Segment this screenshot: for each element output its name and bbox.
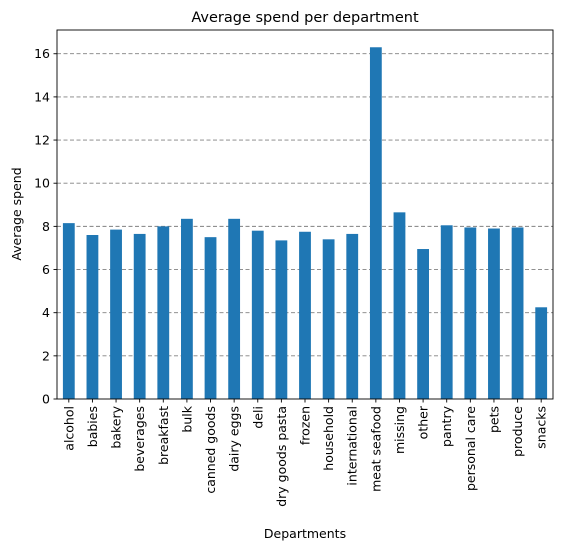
bar-deli	[251, 230, 264, 399]
bar-dry-goods-pasta	[275, 240, 288, 399]
x-tick-label: missing	[392, 406, 407, 454]
bar-meat-seafood	[369, 47, 382, 400]
y-tick-label: 0	[42, 392, 50, 407]
bar-personal-care	[464, 227, 477, 399]
bar-international	[346, 233, 359, 399]
bar-pets	[488, 228, 500, 399]
y-tick-label: 12	[34, 133, 50, 148]
bar-babies	[86, 235, 99, 399]
x-axis-label: Departments	[264, 526, 346, 541]
bar-snacks	[535, 307, 548, 399]
bar-produce	[511, 227, 524, 399]
y-tick-label: 10	[34, 176, 50, 191]
x-tick-label: pets	[486, 406, 501, 433]
bar-alcohol	[62, 223, 75, 399]
x-tick-label: pantry	[439, 405, 454, 447]
x-tick-label: personal care	[463, 406, 478, 491]
y-axis-label: Average spend	[9, 167, 24, 260]
bar-bakery	[110, 229, 122, 399]
bar-bulk	[181, 218, 193, 399]
x-tick-label: canned goods	[203, 406, 218, 494]
x-tick-label: breakfast	[156, 406, 171, 465]
x-tick-label: household	[321, 406, 336, 471]
y-axis: 0 2 4 6 8 10 12 14 16	[34, 46, 57, 407]
x-tick-label: bakery	[109, 405, 124, 448]
x-tick-label: beverages	[132, 406, 147, 472]
x-axis: alcohol babies bakery beverages breakfast bul…	[61, 399, 549, 507]
y-tick-label: 16	[34, 46, 50, 61]
x-tick-label: dairy eggs	[227, 406, 242, 472]
x-tick-label: alcohol	[61, 406, 76, 451]
x-tick-label: frozen	[298, 406, 313, 445]
bar-missing	[393, 212, 406, 399]
y-tick-label: 6	[42, 262, 50, 277]
bar-beverages	[133, 233, 146, 399]
x-tick-label: snacks	[534, 406, 549, 449]
chart-title: Average spend per department	[191, 10, 419, 26]
y-tick-label: 14	[34, 89, 50, 104]
y-tick-label: 4	[42, 305, 50, 320]
bar-other	[417, 249, 429, 399]
bar-household	[322, 239, 335, 399]
x-tick-label: dry goods pasta	[274, 406, 289, 507]
bar-breakfast	[157, 226, 170, 399]
x-tick-label: produce	[510, 406, 525, 457]
bar-frozen	[299, 231, 311, 399]
x-tick-label: international	[345, 406, 360, 486]
bar-dairy-eggs	[228, 218, 241, 399]
x-tick-label: meat seafood	[368, 406, 383, 492]
x-tick-label: babies	[85, 406, 100, 447]
x-tick-label: other	[416, 405, 431, 439]
bar-canned-goods	[204, 237, 217, 399]
x-tick-label: deli	[250, 406, 265, 429]
bars	[62, 47, 548, 400]
y-tick-label: 2	[42, 348, 50, 363]
bar-pantry	[440, 225, 453, 399]
y-tick-label: 8	[42, 219, 50, 234]
x-tick-label: bulk	[179, 405, 194, 432]
